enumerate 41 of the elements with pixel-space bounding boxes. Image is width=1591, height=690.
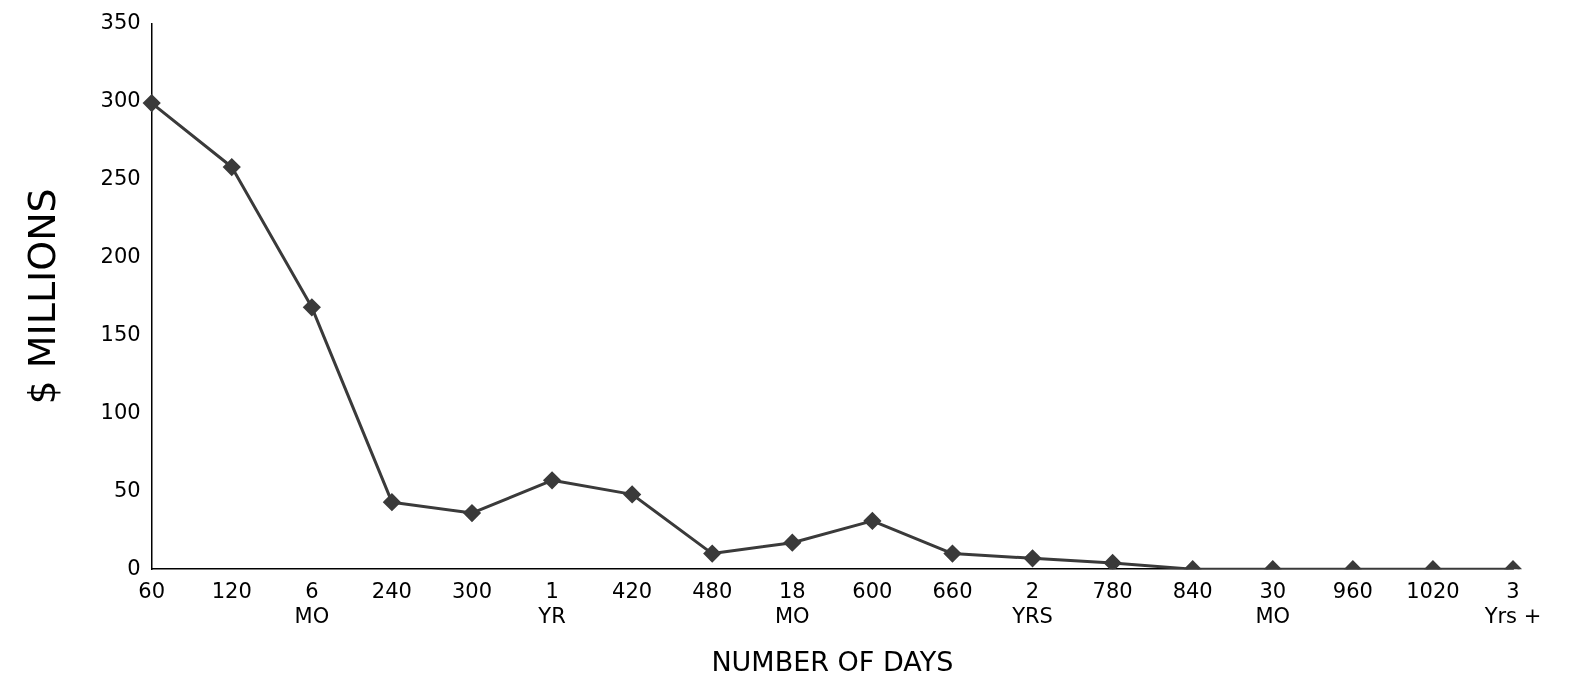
x-tick-label: 6 MO — [294, 579, 330, 629]
point — [943, 545, 961, 563]
y-tick-label: 0 — [127, 555, 141, 580]
point — [1024, 549, 1042, 567]
x-tick-label: 480 — [692, 579, 733, 604]
x-tick-label: 600 — [852, 579, 893, 604]
y-tick-label: 150 — [100, 321, 141, 346]
x-tick-label: 1020 — [1406, 579, 1460, 604]
y-tick-label: 300 — [100, 88, 141, 112]
x-tick-label: 2 YRS — [1011, 579, 1053, 629]
x-tick-label: 660 — [932, 579, 973, 604]
x-tick-label: 3 Yrs + — [1483, 579, 1542, 629]
y-tick-label: 100 — [100, 399, 141, 424]
x-axis-title: NUMBER OF DAYS — [711, 645, 954, 677]
point — [463, 504, 481, 522]
point — [383, 493, 401, 511]
point — [303, 298, 321, 316]
point — [623, 485, 641, 503]
point — [143, 94, 161, 112]
x-tick-label: 240 — [371, 579, 412, 604]
point — [1104, 554, 1122, 570]
y-tick-label: 250 — [100, 165, 141, 190]
x-tick-label: 18 MO — [774, 579, 810, 629]
y-tick-label: 50 — [113, 477, 141, 502]
point — [783, 534, 801, 552]
point — [703, 545, 721, 563]
y-axis-title: $ MILLIONS — [19, 188, 64, 405]
x-tick-label: 960 — [1332, 579, 1373, 604]
x-tick-label: 420 — [612, 579, 653, 604]
point — [223, 158, 241, 176]
x-tick-label: 780 — [1092, 579, 1133, 604]
point — [863, 512, 881, 530]
x-tick-label: 840 — [1172, 579, 1213, 604]
x-tick-label: 120 — [211, 579, 252, 604]
x-tick-label: 30 MO — [1255, 579, 1291, 629]
y-tick-label: 350 — [100, 10, 141, 35]
x-tick-label: 60 — [138, 579, 166, 604]
point — [543, 471, 561, 489]
y-tick-label: 200 — [100, 243, 141, 268]
x-tick-label: 1 YR — [537, 579, 566, 629]
x-tick-label: 300 — [451, 579, 493, 604]
